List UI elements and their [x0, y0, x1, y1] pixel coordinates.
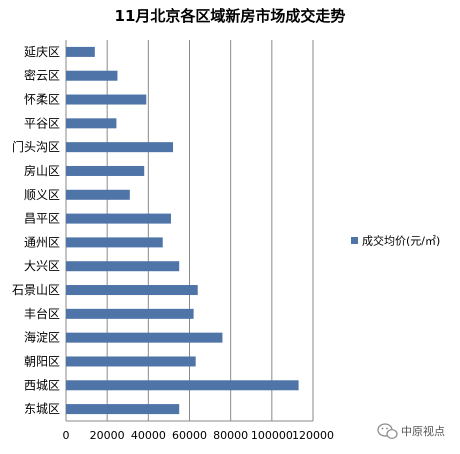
category-label: 房山区	[24, 163, 60, 178]
watermark-text: 中原视点	[401, 424, 445, 438]
bar	[66, 404, 180, 415]
bar	[66, 118, 117, 129]
category-label: 昌平区	[24, 212, 60, 226]
bar	[66, 70, 118, 81]
bar	[66, 189, 130, 200]
category-label: 石景山区	[12, 283, 60, 297]
category-label: 东城区	[24, 402, 60, 416]
bar	[66, 380, 299, 391]
bar	[66, 308, 194, 319]
bar	[66, 356, 196, 367]
legend: 成交均价(元/㎡)	[351, 234, 440, 248]
x-tick-label: 0	[63, 429, 70, 442]
x-tick-labels: 0 20000 40000 60000 80000 100000 120000	[63, 429, 335, 442]
category-label: 怀柔区	[24, 93, 60, 107]
bar	[66, 285, 198, 296]
category-label: 西城区	[24, 378, 60, 392]
category-label: 朝阳区	[24, 354, 60, 368]
x-tick-label: 20000	[90, 429, 125, 442]
category-label: 延庆区	[24, 45, 60, 59]
x-tick-label: 80000	[213, 429, 248, 442]
bar	[66, 213, 171, 224]
legend-swatch	[351, 237, 358, 244]
bar	[66, 165, 145, 176]
bar	[66, 261, 180, 272]
wechat-icon	[377, 423, 398, 439]
bar	[66, 46, 95, 57]
bar	[66, 94, 147, 105]
watermark: 中原视点	[377, 423, 445, 439]
category-label: 海淀区	[24, 330, 60, 345]
x-tick-label: 40000	[131, 429, 166, 442]
category-label: 大兴区	[24, 259, 60, 273]
category-label: 通州区	[24, 235, 60, 249]
chart-title: 11月北京各区域新房市场成交走势	[115, 7, 346, 25]
category-label: 丰台区	[24, 306, 60, 321]
category-label: 平谷区	[24, 116, 60, 130]
bar	[66, 142, 174, 153]
category-label: 顺义区	[24, 188, 60, 202]
bar	[66, 237, 163, 248]
x-tick-label: 60000	[172, 429, 207, 442]
x-tick-label: 100000	[251, 429, 293, 442]
legend-label: 成交均价(元/㎡)	[362, 234, 440, 248]
x-tick-label: 120000	[292, 429, 334, 442]
category-labels: 延庆区密云区怀柔区平谷区门头沟区房山区顺义区昌平区通州区大兴区石景山区丰台区海淀…	[12, 45, 60, 416]
category-label: 门头沟区	[12, 139, 60, 154]
bar	[66, 332, 223, 343]
bars	[66, 46, 299, 415]
category-label: 密云区	[24, 68, 60, 83]
